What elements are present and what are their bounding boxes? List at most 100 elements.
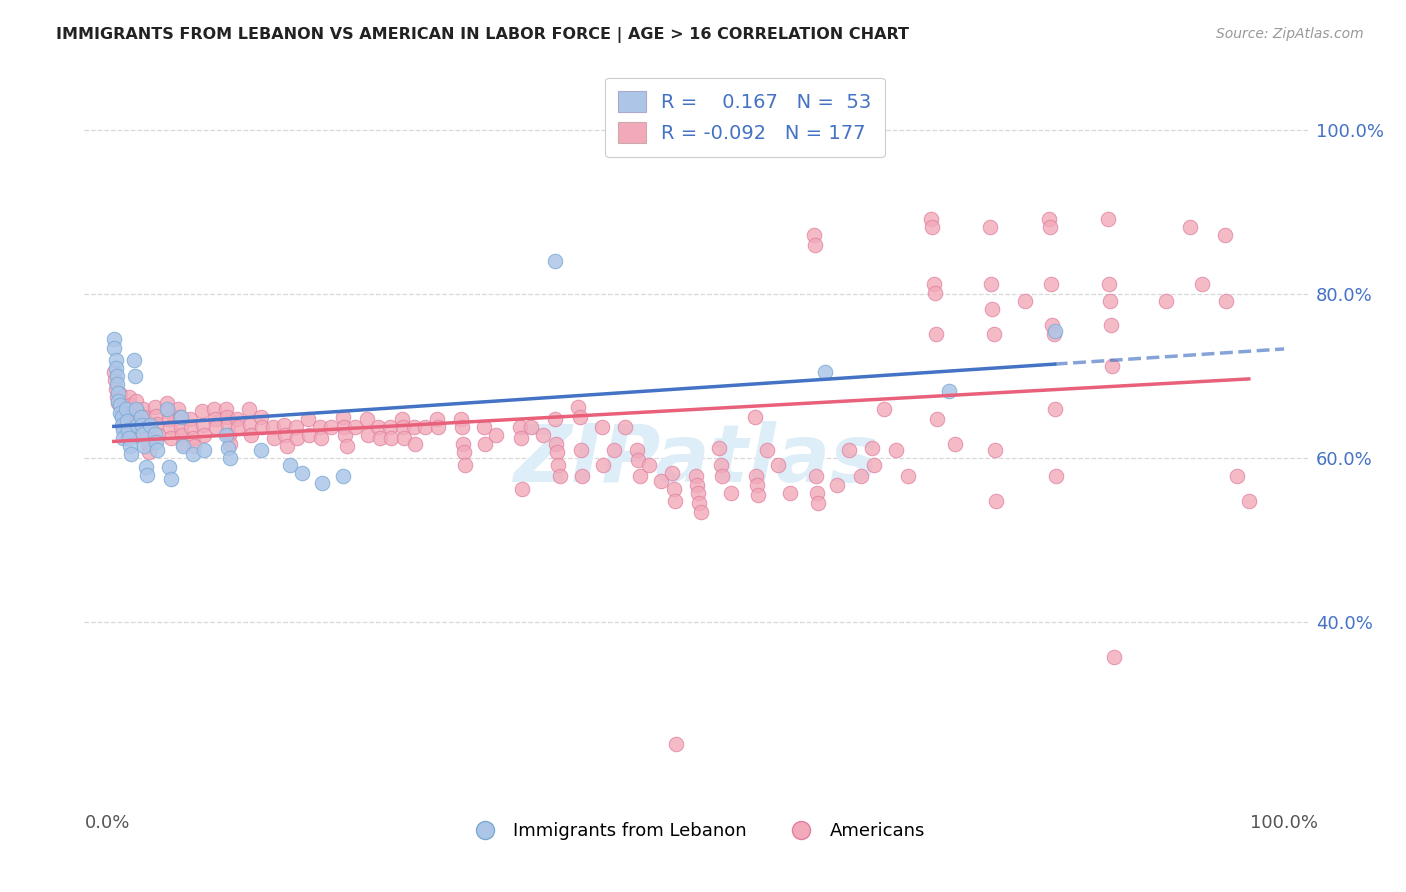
Point [156, 395, 179, 409]
Point [170, 410, 193, 425]
Point [980, 277, 1002, 292]
Text: IMMIGRANTS FROM LEBANON VS AMERICAN IN LABOR FORCE | AGE > 16 CORRELATION CHART: IMMIGRANTS FROM LEBANON VS AMERICAN IN L… [56, 27, 910, 43]
Point [117, 423, 139, 437]
Point [105, 369, 128, 384]
Point [112, 412, 135, 426]
Point [548, 469, 571, 483]
Point [332, 410, 354, 425]
Point [1042, 326, 1064, 341]
Point [124, 369, 146, 384]
Point [806, 485, 828, 500]
Point [127, 418, 149, 433]
Text: ZIPatlas: ZIPatlas [513, 421, 879, 500]
Point [1043, 402, 1066, 417]
Point [107, 385, 129, 400]
Point [262, 420, 284, 434]
Point [121, 412, 143, 426]
Point [803, 238, 825, 252]
Point [115, 414, 138, 428]
Point [122, 420, 145, 434]
Point [179, 412, 201, 426]
Point [103, 332, 125, 346]
Point [169, 410, 191, 425]
Point [228, 420, 250, 434]
Point [120, 447, 142, 461]
Point [567, 401, 589, 415]
Point [336, 439, 359, 453]
Point [638, 458, 661, 472]
Point [938, 384, 960, 398]
Point [108, 398, 131, 412]
Point [710, 469, 733, 483]
Point [219, 436, 242, 450]
Point [1099, 318, 1122, 333]
Point [240, 428, 263, 442]
Point [1097, 211, 1119, 226]
Point [321, 420, 343, 434]
Point [291, 466, 314, 480]
Point [394, 431, 416, 445]
Point [343, 420, 366, 434]
Point [127, 403, 149, 417]
Point [920, 211, 942, 226]
Legend: Immigrants from Lebanon, Americans: Immigrants from Lebanon, Americans [460, 815, 932, 847]
Point [250, 420, 273, 434]
Point [661, 466, 683, 480]
Point [546, 444, 568, 458]
Point [239, 418, 262, 433]
Point [193, 443, 215, 458]
Point [450, 412, 472, 426]
Point [1039, 219, 1062, 234]
Point [214, 428, 236, 442]
Point [112, 431, 135, 445]
Point [626, 443, 648, 458]
Point [105, 361, 128, 376]
Point [602, 443, 624, 458]
Point [983, 443, 1005, 458]
Point [103, 365, 125, 379]
Point [191, 418, 214, 433]
Point [111, 410, 134, 425]
Point [145, 409, 167, 423]
Point [172, 439, 194, 453]
Point [838, 443, 860, 458]
Point [984, 494, 1007, 508]
Point [509, 420, 531, 434]
Point [298, 428, 321, 442]
Point [146, 417, 169, 431]
Point [472, 420, 495, 434]
Point [685, 469, 707, 483]
Point [135, 459, 157, 474]
Point [943, 436, 966, 450]
Point [204, 412, 226, 426]
Point [391, 412, 413, 426]
Point [263, 431, 285, 445]
Point [226, 412, 249, 426]
Point [686, 477, 709, 491]
Point [897, 469, 920, 483]
Point [335, 428, 357, 442]
Point [710, 458, 733, 472]
Point [104, 373, 127, 387]
Point [1045, 469, 1067, 483]
Point [1215, 293, 1237, 308]
Point [308, 420, 330, 434]
Point [143, 426, 166, 441]
Point [591, 420, 613, 434]
Point [112, 423, 135, 437]
Point [1014, 293, 1036, 308]
Point [803, 228, 825, 243]
Point [273, 418, 295, 433]
Point [628, 469, 651, 483]
Point [485, 428, 508, 442]
Point [156, 403, 179, 417]
Point [709, 442, 731, 456]
Point [135, 418, 157, 433]
Point [520, 420, 543, 434]
Point [108, 387, 131, 401]
Point [332, 469, 354, 483]
Point [129, 410, 152, 425]
Point [356, 412, 378, 426]
Point [509, 431, 531, 445]
Point [170, 428, 193, 442]
